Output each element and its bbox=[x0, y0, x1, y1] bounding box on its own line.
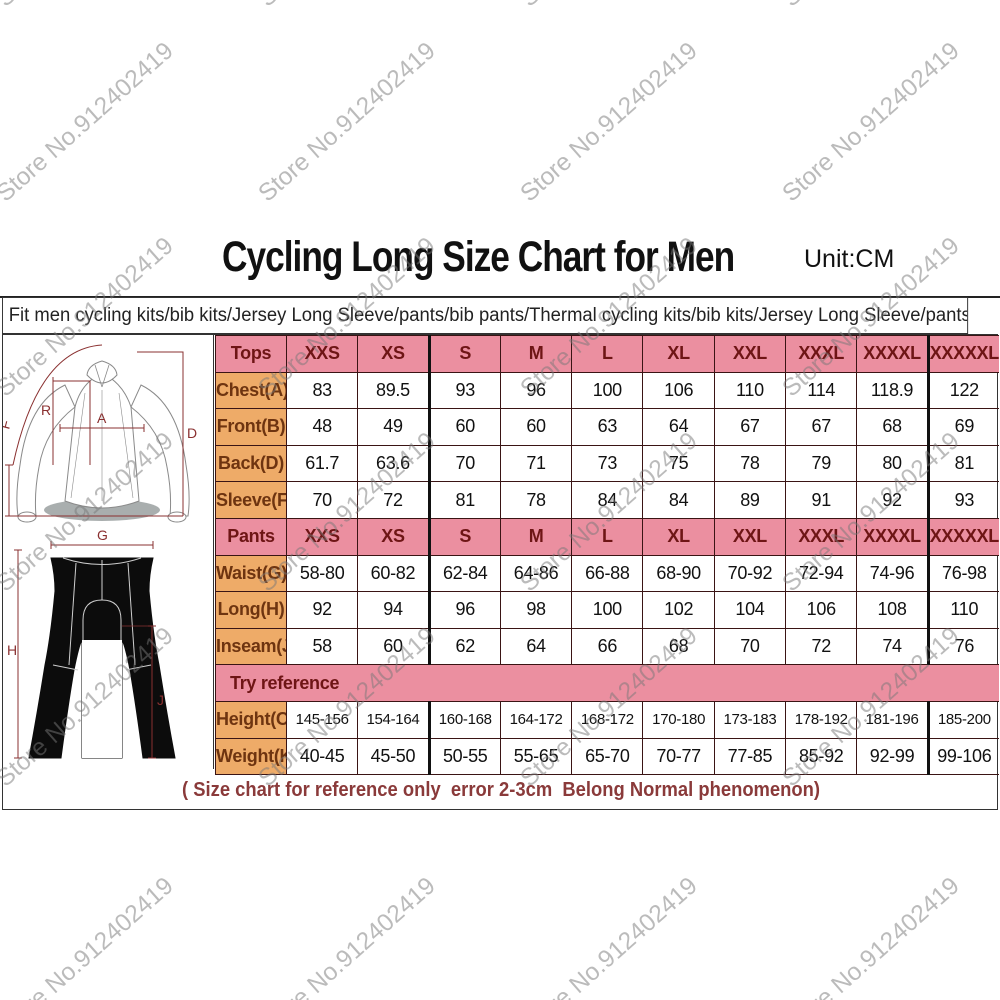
svg-text:R: R bbox=[41, 402, 51, 418]
svg-text:A: A bbox=[97, 410, 107, 426]
svg-text:D: D bbox=[187, 425, 197, 441]
svg-text:G: G bbox=[97, 527, 108, 543]
svg-text:J: J bbox=[157, 692, 164, 708]
svg-text:H: H bbox=[7, 642, 17, 658]
svg-text:F: F bbox=[3, 418, 14, 430]
